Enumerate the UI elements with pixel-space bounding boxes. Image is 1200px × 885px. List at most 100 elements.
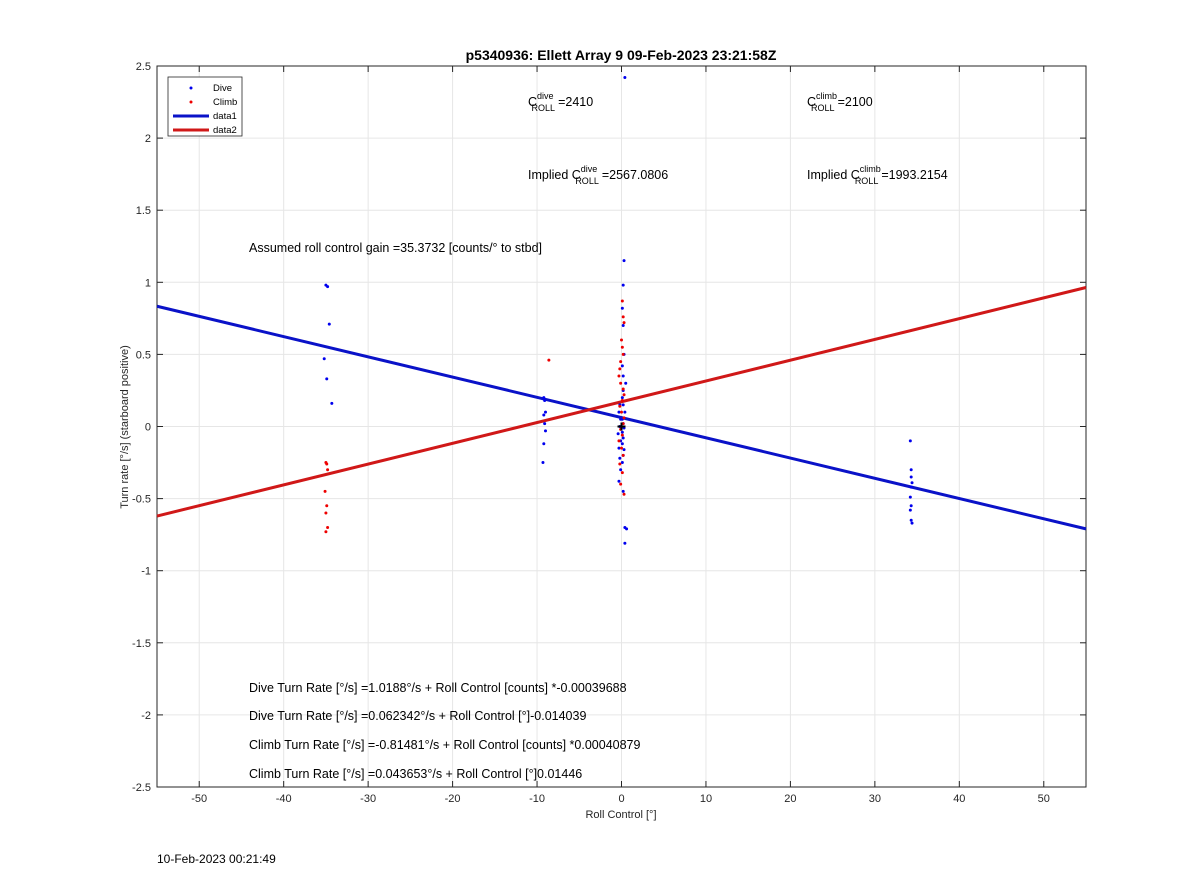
data-point-dive [910,521,914,525]
data-point-dive [620,364,624,368]
data-point-dive [621,374,625,378]
data-point-climb [619,381,623,385]
data-point-dive [622,259,626,263]
data-marks [156,76,1087,545]
data-point-dive [621,324,625,328]
data-point-climb [325,462,329,466]
x-tick-label: 50 [1038,793,1050,805]
data-point-dive [330,401,334,405]
c-dive-annotation: Cdive ROLL =2410 [528,91,593,113]
y-tick-label: 1 [145,277,151,289]
data-point-climb [618,404,622,408]
implied-dive-annotation: Implied Cdive ROLL =2567.0806 [528,164,668,186]
x-tick-label: -50 [191,793,207,805]
climb-equation-counts: Climb Turn Rate [°/s] =-0.81481°/s + Rol… [249,738,641,752]
data-point-dive [908,508,912,512]
data-point-dive [620,306,624,310]
data-point-climb [617,374,621,378]
x-tick-label: -30 [360,793,376,805]
data-point-climb [324,530,328,534]
data-point-climb [621,315,625,319]
data-point-dive [909,485,913,489]
x-axis-label: Roll Control [°] [585,809,656,821]
data-point-dive [542,413,546,417]
data-point-dive [617,446,621,450]
data-point-dive [910,481,914,485]
climb-equation-degrees: Climb Turn Rate [°/s] =0.043653°/s + Rol… [249,767,582,781]
y-tick-label: 2.5 [136,61,151,73]
y-tick-label: -0.5 [132,494,151,506]
data-point-dive [543,410,547,414]
y-tick-label: 2 [145,133,151,145]
legend: Dive Climb data1 data2 [167,76,243,137]
x-tick-label: -40 [276,793,292,805]
data-point-dive [621,436,625,440]
legend-data2-label: data2 [213,125,237,136]
data-point-climb [620,338,623,342]
data-point-climb [622,393,626,397]
y-axis-label: Turn rate [°/s] (starboard positive) [119,345,131,509]
data-point-dive [619,417,623,421]
x-tick-label: 10 [700,793,712,805]
data-point-dive [543,422,547,426]
data-point-climb [620,399,624,403]
data-point-climb [617,439,621,443]
gain-annotation: Assumed roll control gain =35.3732 [coun… [249,241,542,255]
y-tick-label: -2 [141,710,151,722]
data-point-dive [621,283,625,287]
implied-climb-annotation: Implied Cclimb ROLL =1993.2154 [807,164,948,186]
data-point-climb [621,352,625,356]
legend-dive-marker [189,86,193,90]
data-point-climb [620,410,623,414]
data-point-climb [324,511,328,515]
data-point-dive [618,456,622,460]
dive-equation-degrees: Dive Turn Rate [°/s] =0.062342°/s + Roll… [249,709,586,723]
data-point-dive [322,357,326,361]
data-point-climb [619,360,623,364]
legend-climb-label: Climb [213,97,237,108]
chart-title: p5340936: Ellett Array 9 09-Feb-2023 23:… [466,47,777,63]
data-point-dive [541,461,545,465]
y-tick-label: 0.5 [136,349,151,361]
data-point-dive [909,468,913,472]
data-point-dive [908,495,912,499]
data-point-climb [547,358,551,362]
data-point-climb [620,446,623,450]
data-point-dive [542,396,546,400]
data-point-climb [618,367,622,371]
c-climb-annotation: Cclimb ROLL =2100 [807,91,873,113]
legend-box [167,76,243,137]
data-point-dive [908,439,912,443]
data-point-dive [616,432,620,436]
data-point-climb [325,504,329,508]
data-point-climb [622,492,626,496]
data-point-dive [326,285,330,289]
data-point-climb [620,345,624,349]
y-tick-label: -2.5 [132,782,151,794]
data-point-dive [623,76,627,80]
x-tick-label: -20 [445,793,461,805]
data-point-dive [620,430,624,434]
data-point-dive [619,468,623,472]
data-point-climb [622,321,626,325]
legend-dive-label: Dive [213,83,232,94]
data-point-dive [543,429,547,433]
axes [156,65,1087,788]
legend-climb-marker [189,100,193,104]
axes-box [156,65,1087,788]
timestamp: 10-Feb-2023 00:21:49 [157,852,276,866]
y-tick-label: 1.5 [136,205,151,217]
y-tick-label: -1.5 [132,638,151,650]
data-point-dive [909,504,913,508]
data-point-dive [617,410,621,414]
data-point-dive [617,479,621,483]
data-point-dive [909,475,913,479]
data-point-climb [618,462,622,466]
x-tick-label: -10 [529,793,545,805]
y-tick-label: -1 [141,566,151,578]
data-point-dive [623,410,627,414]
data-point-dive [621,489,625,493]
legend-data1-label: data1 [213,111,237,122]
data-point-dive [325,377,329,381]
series-line-data1 [156,304,1087,531]
